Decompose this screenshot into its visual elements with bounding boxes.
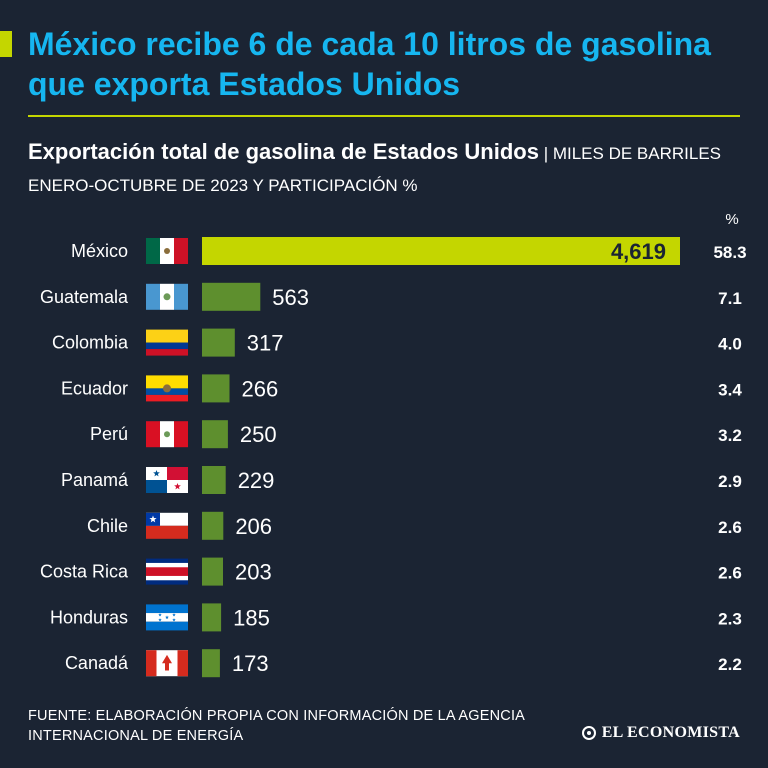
bar xyxy=(202,649,220,678)
value-label: 250 xyxy=(240,422,277,447)
peru-flag-icon xyxy=(146,421,188,448)
bar xyxy=(202,328,235,357)
value-label: 563 xyxy=(272,285,309,310)
title-accent-mark xyxy=(0,31,12,57)
category-label: Chile xyxy=(87,516,128,536)
value-label: 266 xyxy=(242,376,279,401)
share-percent-label: 2.3 xyxy=(718,609,742,628)
value-label: 229 xyxy=(238,468,275,493)
bar xyxy=(202,374,230,403)
subtitle-units: | MILES DE BARRILES ENERO-OCTUBRE DE 202… xyxy=(28,144,722,195)
share-percent-label: 2.2 xyxy=(718,655,742,674)
brand-logo: EL ECONOMISTA xyxy=(581,724,740,742)
chart-subtitle: Exportación total de gasolina de Estados… xyxy=(28,136,748,202)
share-percent-label: 2.9 xyxy=(718,472,742,491)
bar xyxy=(202,420,228,449)
value-label: 4,619 xyxy=(611,239,666,264)
value-label: 173 xyxy=(232,651,269,676)
share-percent-label: 4.0 xyxy=(718,335,742,354)
share-percent-label: 58.3 xyxy=(713,243,746,262)
category-label: Canadá xyxy=(65,653,129,673)
mexico-flag-icon xyxy=(146,238,188,264)
category-label: Honduras xyxy=(50,607,128,627)
brand-name: EL ECONOMISTA xyxy=(601,724,740,741)
category-label: México xyxy=(71,241,128,261)
share-percent-label: 3.4 xyxy=(718,380,742,399)
category-label: Costa Rica xyxy=(40,562,129,582)
value-label: 317 xyxy=(247,331,284,356)
value-label: 203 xyxy=(235,560,272,585)
category-label: Guatemala xyxy=(40,287,129,307)
guatemala-flag-icon xyxy=(146,283,188,310)
share-percent-label: 7.1 xyxy=(718,289,742,308)
bar xyxy=(202,466,226,494)
colombia-flag-icon xyxy=(146,329,188,356)
honduras-flag-icon xyxy=(146,604,188,631)
canada-flag-icon xyxy=(146,650,188,677)
category-label: Colombia xyxy=(52,333,129,353)
share-percent-label: 3.2 xyxy=(718,426,742,445)
bar xyxy=(202,603,222,632)
title-divider xyxy=(28,115,740,117)
value-label: 185 xyxy=(233,605,270,630)
category-label: Ecuador xyxy=(61,378,128,398)
ecuador-flag-icon xyxy=(146,375,188,402)
share-percent-label: 2.6 xyxy=(718,564,742,583)
subtitle-main: Exportación total de gasolina de Estados… xyxy=(28,139,539,164)
value-label: 206 xyxy=(235,514,272,539)
bar xyxy=(202,282,261,311)
bar xyxy=(202,557,223,586)
chile-flag-icon xyxy=(146,512,188,539)
brand-circle-icon xyxy=(581,726,596,740)
percent-column-header: % xyxy=(725,211,739,228)
source-note: FUENTE: ELABORACIÓN PROPIA CON INFORMACI… xyxy=(28,708,525,744)
share-percent-label: 2.6 xyxy=(718,518,742,537)
panama-flag-icon xyxy=(146,467,188,493)
category-label: Perú xyxy=(90,424,128,444)
costa-rica-flag-icon xyxy=(146,558,188,585)
bar xyxy=(202,237,680,265)
bar xyxy=(202,511,224,540)
page-title: México recibe 6 de cada 10 litros de gas… xyxy=(28,26,711,102)
category-label: Panamá xyxy=(61,470,129,490)
